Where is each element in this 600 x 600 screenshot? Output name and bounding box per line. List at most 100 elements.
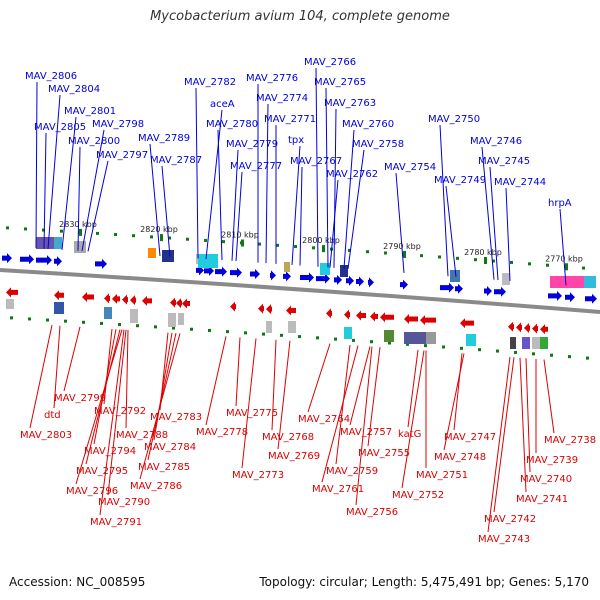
tick-dot [532,352,535,356]
forward-gene-arrow [204,265,214,276]
reverse-gene-arrow [258,303,264,314]
reverse-label-leader [443,353,465,451]
forward-label-leader [217,129,223,261]
feature-box [162,250,174,262]
feature-box [6,299,14,309]
forward-gene-arrow [334,274,342,285]
reverse-label-leader [29,325,53,429]
reverse-gene-arrow [524,323,530,334]
feature-box [540,337,548,349]
tick-dot [294,245,297,249]
reverse-label-leader [349,346,371,426]
tick-dot [168,236,171,240]
reverse-gene-label: MAV_2783 [150,412,202,423]
reverse-gene-label: MAV_2743 [478,534,530,545]
forward-label-leader [347,149,365,269]
tick-dot [60,229,63,233]
reverse-label-leader [453,353,463,431]
tick-dot [586,356,589,360]
reverse-gene-label: MAV_2799 [54,393,106,404]
reverse-label-leader [85,329,121,465]
tick-dot [460,346,463,350]
tick-dot [510,260,513,264]
forward-gene-label: MAV_2750 [428,114,480,125]
forward-gene-arrow [484,285,492,296]
reverse-gene-arrow [122,294,128,305]
reverse-gene-label: MAV_2785 [138,462,190,473]
reverse-gene-label: MAV_2775 [226,408,278,419]
reverse-gene-label: MAV_2786 [130,481,182,492]
tick-dot [442,345,445,349]
reverse-gene-label: MAV_2742 [484,514,536,525]
forward-label-leader [77,146,81,251]
tick-dot [42,228,45,232]
tick-dot [316,336,319,340]
forward-gene-label: MAV_2766 [304,57,356,68]
forward-gene-arrow [283,271,291,282]
tick-dot [6,226,9,230]
accession-label: Accession: NC_008595 [9,575,146,589]
feature-box [288,321,296,333]
forward-label-leader [205,109,223,260]
forward-label-leader [439,124,449,277]
feature-box [36,237,54,249]
feature-box [510,337,516,349]
feature-box [466,334,476,346]
feature-box [198,254,218,268]
forward-gene-arrow [316,273,330,284]
reverse-gene-arrow [344,309,350,320]
forward-label-leader [231,149,239,261]
forward-label-leader [43,132,47,249]
forward-gene-arrow [494,286,506,297]
forward-gene-label: MAV_2767 [290,156,342,167]
tick-dot [492,259,495,263]
reverse-gene-arrow [130,295,136,306]
reverse-gene-arrow [532,323,538,334]
forward-gene-arrow [356,276,364,287]
feature-box [550,276,584,288]
reverse-gene-label: MAV_2738 [544,435,596,446]
reverse-gene-arrow [540,324,548,335]
tick-dot [438,255,441,259]
forward-label-leader [343,129,355,269]
forward-gene-label: MAV_2800 [68,136,120,147]
reverse-gene-label: MAV_2756 [346,507,398,518]
feature-box [532,337,540,349]
tick-dot [10,316,13,320]
reverse-label-leader [401,350,425,489]
scale-tick-label: 2830 kbp [59,220,97,229]
reverse-gene-arrow [460,318,474,329]
feature-box [502,273,510,285]
forward-label-leader [445,185,457,277]
scale-tick-label: 2800 kbp [302,236,340,245]
forward-gene-label: MAV_2787 [150,155,202,166]
scale-tick-label: 2780 kbp [464,248,502,257]
tick-dot [64,319,67,323]
genome-title: Mycobacterium avium 104, complete genome [150,9,450,24]
tick-dot [150,235,153,239]
reverse-gene-label: dtd [44,410,61,421]
forward-gene-label: MAV_2797 [96,150,148,161]
reverse-label-leader [321,345,359,483]
feature-box [340,265,348,277]
forward-label-leader [329,179,339,268]
reverse-label-leader [125,329,129,429]
reverse-gene-arrow [182,298,190,309]
forward-gene-label: MAV_2744 [494,177,546,188]
tick-dot [550,353,553,357]
forward-gene-label: MAV_2805 [34,122,86,133]
forward-gene-label: MAV_2745 [478,156,530,167]
scale-tick-label: 2810 kbp [221,230,259,239]
reverse-gene-label: MAV_2755 [358,448,410,459]
forward-gene-label: MAV_2765 [314,77,366,88]
reverse-label-leader [53,325,61,409]
feature-box [384,330,394,342]
reverse-gene-label: MAV_2740 [520,474,572,485]
reverse-gene-label: MAV_2747 [444,432,496,443]
forward-label-leader [149,143,161,257]
feature-box [130,309,138,323]
tick-dot [226,330,229,334]
reverse-label-leader [487,356,511,533]
reverse-gene-label: MAV_2759 [326,466,378,477]
reverse-gene-label: MAV_2748 [434,452,486,463]
